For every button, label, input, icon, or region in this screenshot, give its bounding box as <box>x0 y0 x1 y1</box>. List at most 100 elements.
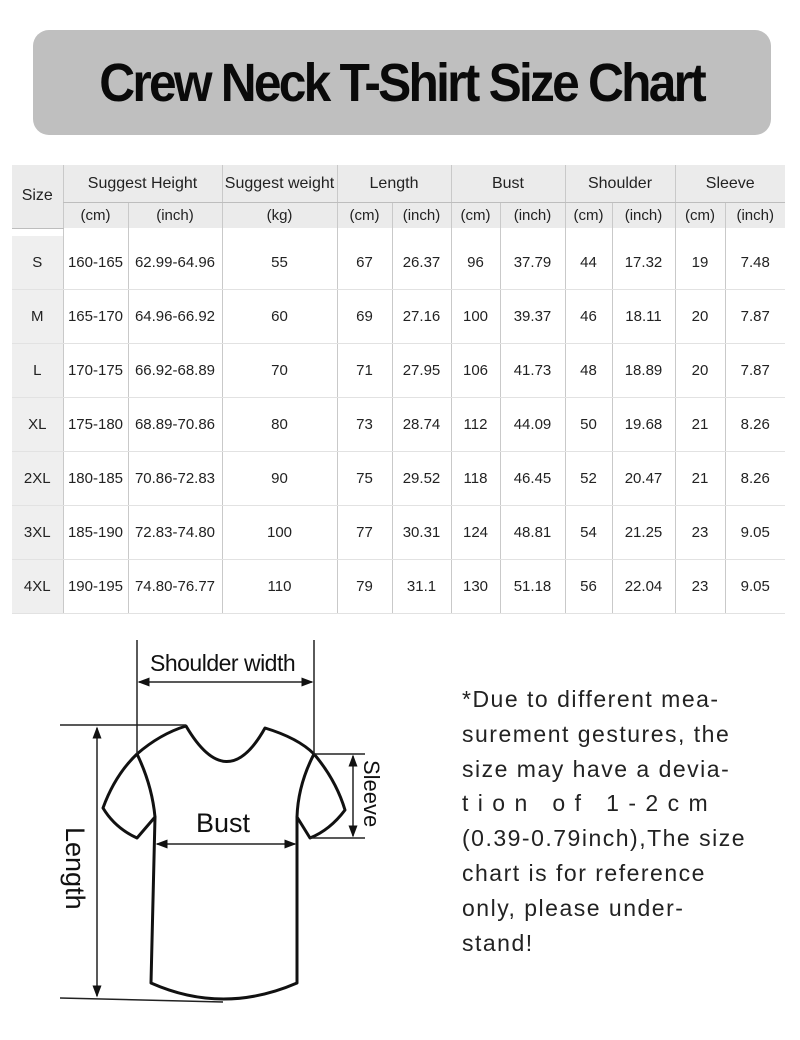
note-line: (0.39-0.79inch),The size <box>462 825 747 852</box>
table-cell: 110 <box>221 559 337 614</box>
table-cell: 44 <box>564 235 612 290</box>
table-cell: 8.26 <box>724 397 785 452</box>
size-cell: 2XL <box>12 451 63 506</box>
table-cell: 37.79 <box>499 235 565 290</box>
table-cell: 130 <box>450 559 500 614</box>
size-chart-table: Size Suggest Height Suggest weight Length Bu… <box>12 165 785 614</box>
table-cell: 79 <box>336 559 392 614</box>
unit-header: (cm) <box>674 202 725 228</box>
table-cell: 71 <box>336 343 392 398</box>
table-cell: 100 <box>221 505 337 560</box>
table-cell: 46.45 <box>499 451 565 506</box>
table-cell: 18.89 <box>611 343 675 398</box>
table-cell: 41.73 <box>499 343 565 398</box>
unit-header: (inch) <box>499 202 565 228</box>
table-cell: 69 <box>336 289 392 344</box>
sleeve-label: Sleeve <box>359 760 384 828</box>
table-cell: 18.11 <box>611 289 675 344</box>
note-line: stand! <box>462 929 534 956</box>
table-row: XL 175-180 68.89-70.86 80 73 28.74 112 44.09 50 1… <box>12 397 785 452</box>
column-group-header: Length <box>336 165 451 203</box>
unit-header: (cm) <box>62 202 128 228</box>
unit-header: (inch) <box>391 202 451 228</box>
table-cell: 19 <box>674 235 725 290</box>
table-cell: 23 <box>674 505 725 560</box>
size-cell: L <box>12 343 63 398</box>
note-line: only, please under- <box>462 894 685 921</box>
bust-label: Bust <box>196 808 251 838</box>
column-group-header: Suggest Height <box>62 165 222 203</box>
column-group-header: Suggest weight <box>221 165 337 203</box>
table-cell: 124 <box>450 505 500 560</box>
table-cell: 7.48 <box>724 235 785 290</box>
table-cell: 7.87 <box>724 343 785 398</box>
note-line: *Due to different mea- <box>462 686 720 712</box>
table-cell: 21 <box>674 397 725 452</box>
page-title: Crew Neck T-Shirt Size Chart <box>99 52 707 113</box>
table-cell: 67 <box>336 235 392 290</box>
table-cell: 31.1 <box>391 559 451 614</box>
table-cell: 64.96-66.92 <box>127 289 222 344</box>
table-cell: 118 <box>450 451 500 506</box>
table-cell: 9.05 <box>724 559 785 614</box>
shoulder-width-label: Shoulder width <box>150 650 296 676</box>
column-group-header: Sleeve <box>674 165 785 203</box>
table-cell: 30.31 <box>391 505 451 560</box>
table-cell: 55 <box>221 235 337 290</box>
table-row: L 170-175 66.92-68.89 70 71 27.95 106 41.73 48 18… <box>12 343 785 398</box>
table-cell: 175-180 <box>62 397 128 452</box>
table-cell: 9.05 <box>724 505 785 560</box>
table-cell: 70.86-72.83 <box>127 451 222 506</box>
unit-header: (inch) <box>127 202 222 228</box>
table-cell: 70 <box>221 343 337 398</box>
table-cell: 165-170 <box>62 289 128 344</box>
unit-header: (cm) <box>450 202 500 228</box>
column-group-header: Bust <box>450 165 565 203</box>
table-cell: 80 <box>221 397 337 452</box>
unit-header: (inch) <box>611 202 675 228</box>
table-cell: 180-185 <box>62 451 128 506</box>
size-cell: XL <box>12 397 63 452</box>
table-cell: 21.25 <box>611 505 675 560</box>
column-group-header: Shoulder <box>564 165 675 203</box>
table-cell: 62.99-64.96 <box>127 235 222 290</box>
table-cell: 160-165 <box>62 235 128 290</box>
table-cell: 17.32 <box>611 235 675 290</box>
size-cell: M <box>12 289 63 344</box>
table-cell: 51.18 <box>499 559 565 614</box>
table-cell: 73 <box>336 397 392 452</box>
table-cell: 8.26 <box>724 451 785 506</box>
table-cell: 21 <box>674 451 725 506</box>
tshirt-measurement-diagram: Shoulder width Bust Sleeve Length <box>0 620 440 1040</box>
table-cell: 19.68 <box>611 397 675 452</box>
table-cell: 68.89-70.86 <box>127 397 222 452</box>
table-cell: 48.81 <box>499 505 565 560</box>
size-cell: 4XL <box>12 559 63 614</box>
table-cell: 74.80-76.77 <box>127 559 222 614</box>
table-cell: 27.16 <box>391 289 451 344</box>
title-banner: Crew Neck T-Shirt Size Chart <box>33 30 771 135</box>
table-cell: 72.83-74.80 <box>127 505 222 560</box>
table-cell: 185-190 <box>62 505 128 560</box>
table-cell: 20.47 <box>611 451 675 506</box>
length-label: Length <box>60 827 90 910</box>
table-cell: 190-195 <box>62 559 128 614</box>
table-row: S 160-165 62.99-64.96 55 67 26.37 96 37.79 44 17.… <box>12 235 785 290</box>
table-cell: 44.09 <box>499 397 565 452</box>
table-row: M 165-170 64.96-66.92 60 69 27.16 100 39.37 46 18… <box>12 289 785 344</box>
table-cell: 54 <box>564 505 612 560</box>
tshirt-outline-icon <box>59 640 365 1003</box>
table-row: 2XL 180-185 70.86-72.83 90 75 29.52 118 46.45 52… <box>12 451 785 506</box>
size-cell: S <box>12 235 63 290</box>
table-cell: 7.87 <box>724 289 785 344</box>
unit-header: (cm) <box>564 202 612 228</box>
table-cell: 90 <box>221 451 337 506</box>
table-cell: 20 <box>674 343 725 398</box>
unit-header: (cm) <box>336 202 392 228</box>
size-header: Size <box>12 165 63 229</box>
table-cell: 96 <box>450 235 500 290</box>
unit-header: (kg) <box>221 202 337 228</box>
table-cell: 23 <box>674 559 725 614</box>
table-cell: 112 <box>450 397 500 452</box>
table-cell: 46 <box>564 289 612 344</box>
